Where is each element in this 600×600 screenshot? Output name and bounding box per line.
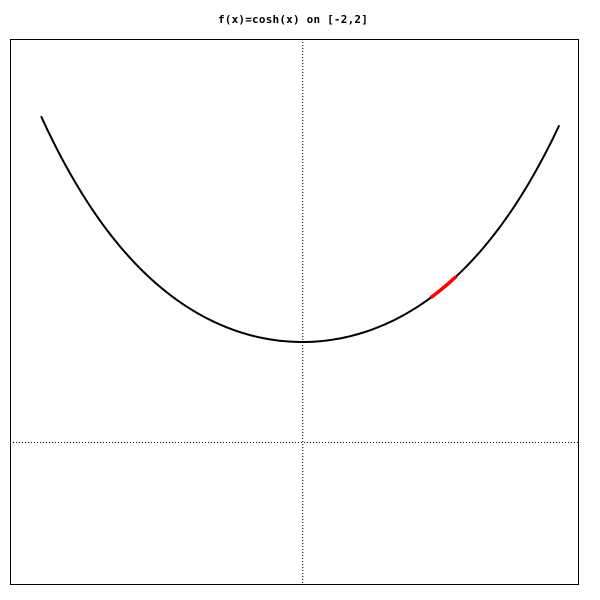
chart-title: f(x)=cosh(x) on [-2,2]: [217, 13, 369, 26]
highlight-segment: [429, 275, 458, 300]
cosh-curve: [40, 115, 561, 343]
series-layer: [40, 115, 561, 343]
plot-frame: [10, 39, 579, 585]
